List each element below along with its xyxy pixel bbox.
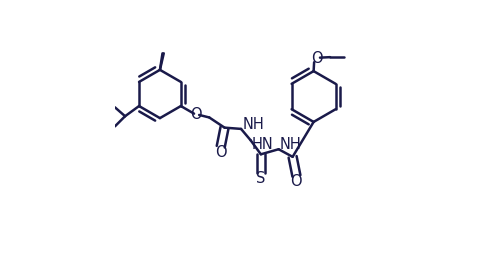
Text: NH: NH xyxy=(242,117,263,132)
Text: NH: NH xyxy=(279,137,301,152)
Text: HN: HN xyxy=(252,137,273,152)
Text: O: O xyxy=(311,51,322,66)
Text: O: O xyxy=(214,145,226,160)
Text: O: O xyxy=(190,107,201,122)
Text: O: O xyxy=(290,174,302,189)
Text: S: S xyxy=(256,171,265,186)
